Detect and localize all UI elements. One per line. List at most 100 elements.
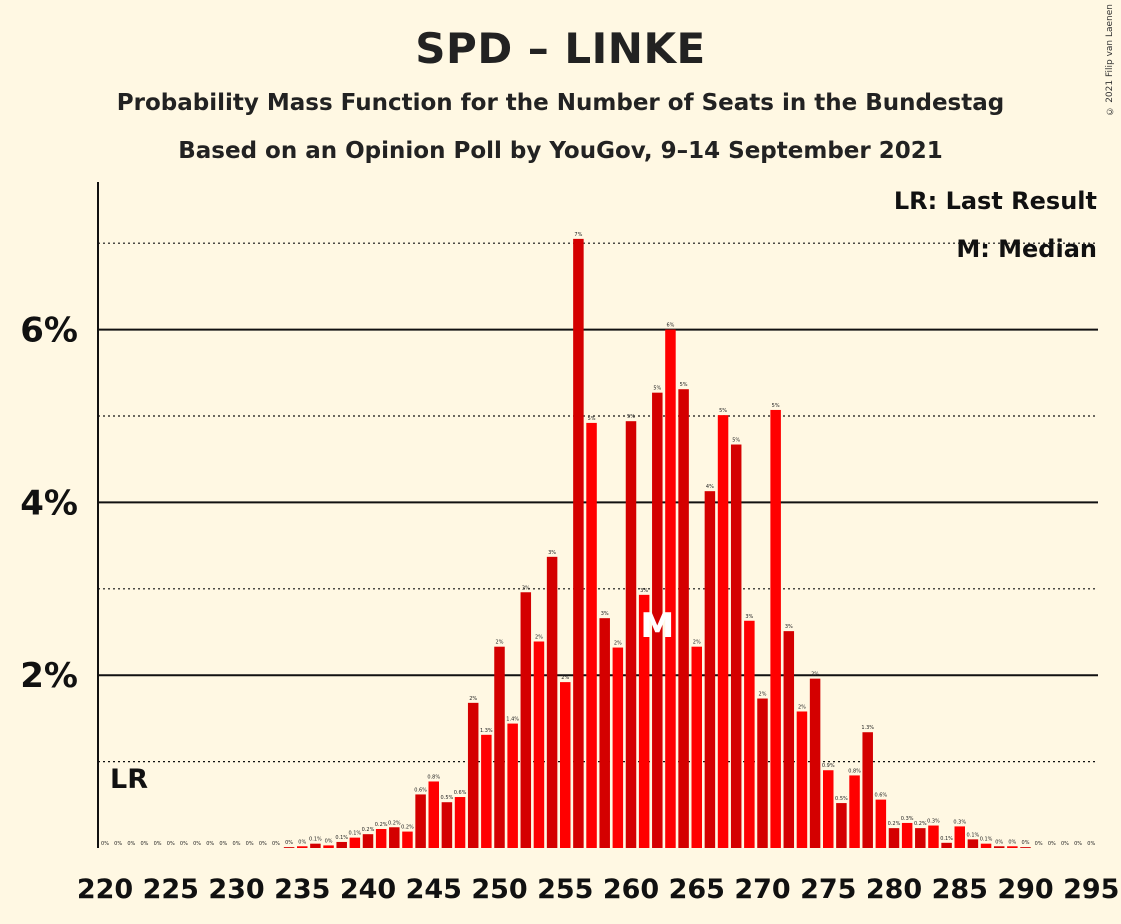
data-label-seat-274: 2% — [811, 672, 819, 678]
bar-seat-248 — [467, 702, 479, 848]
bar-seat-290 — [1020, 847, 1031, 848]
x-axis-ticks: 220 225 230 235 240 245 250 255 260 265 270 275 280 2… — [77, 874, 1120, 905]
x-tick-label: 220 — [77, 874, 133, 905]
data-label-seat-253: 2% — [535, 635, 543, 641]
bar-seat-256 — [573, 238, 584, 848]
x-tick-label: 265 — [669, 874, 725, 905]
legend-median: M: Median — [956, 235, 1097, 263]
bar-seat-282 — [915, 828, 926, 848]
bar-series — [283, 238, 1031, 849]
bar-seat-240 — [362, 834, 374, 848]
data-label-seat-287: 0.1% — [980, 837, 993, 843]
bar-seat-241 — [375, 828, 387, 848]
data-label-seat-245: 0.8% — [427, 774, 440, 780]
bar-seat-276 — [836, 803, 847, 848]
data-label-seat-278: 1.3% — [861, 725, 874, 731]
data-label-seat-225: 0% — [167, 841, 175, 847]
last-result-marker: LR — [110, 764, 148, 795]
bar-seat-283 — [928, 825, 939, 848]
y-axis-ticks: 2% 4% 6% — [20, 311, 78, 697]
x-tick-label: 260 — [603, 874, 659, 905]
data-label-seat-283: 0.3% — [927, 819, 940, 825]
data-labels: 0% 0% 0% 0% 0% 0% 0% 0% 0% 0% 0% 0% 0% 0% 0% 0% 0.1% 0%0.… — [101, 232, 1095, 847]
data-label-seat-292: 0% — [1048, 841, 1056, 847]
data-label-seat-249: 1.3% — [480, 728, 493, 734]
x-tick-label: 290 — [997, 874, 1053, 905]
data-label-seat-294: 0% — [1074, 841, 1082, 847]
bar-seat-273 — [796, 711, 808, 848]
data-label-seat-282: 0.2% — [914, 821, 927, 827]
x-tick-label: 270 — [734, 874, 790, 905]
data-label-seat-275: 0.9% — [822, 763, 835, 769]
data-label-seat-223: 0% — [140, 841, 148, 847]
bar-seat-234 — [283, 847, 295, 848]
data-label-seat-269: 3% — [745, 614, 753, 620]
bar-seat-253 — [533, 641, 545, 848]
bar-seat-272 — [783, 631, 795, 848]
bar-seat-266 — [704, 491, 716, 848]
data-label-seat-257: 5% — [588, 416, 596, 422]
data-label-seat-234: 0% — [285, 840, 293, 846]
data-label-seat-248: 2% — [469, 696, 477, 702]
data-label-seat-229: 0% — [219, 841, 227, 847]
bar-seat-244 — [415, 794, 426, 848]
data-label-seat-267: 5% — [719, 408, 727, 414]
bar-seat-239 — [349, 837, 361, 848]
data-label-seat-255: 2% — [561, 675, 569, 681]
bar-seat-246 — [441, 802, 453, 848]
data-label-seat-237: 0% — [325, 838, 333, 844]
bar-seat-271 — [770, 409, 781, 848]
x-tick-label: 250 — [471, 874, 527, 905]
bar-seat-264 — [678, 389, 689, 848]
data-label-seat-263: 6% — [666, 323, 674, 329]
data-label-seat-284: 0.1% — [940, 836, 953, 842]
data-label-seat-265: 2% — [693, 640, 701, 646]
data-label-seat-264: 5% — [680, 382, 688, 388]
data-label-seat-227: 0% — [193, 841, 201, 847]
data-label-seat-246: 0.5% — [441, 795, 454, 801]
x-tick-label: 285 — [932, 874, 988, 905]
bar-seat-251 — [507, 723, 518, 848]
bar-seat-270 — [757, 698, 768, 848]
x-tick-label: 235 — [274, 874, 330, 905]
bar-seat-242 — [389, 827, 400, 848]
y-tick-label: 2% — [20, 656, 78, 696]
data-label-seat-279: 0.6% — [874, 793, 887, 799]
data-label-seat-259: 2% — [614, 641, 622, 647]
data-label-seat-240: 0.2% — [362, 827, 375, 833]
data-label-seat-289: 0% — [1008, 839, 1016, 845]
bar-seat-268 — [730, 444, 742, 848]
grid-lines — [98, 242, 1098, 763]
x-tick-label: 280 — [866, 874, 922, 905]
bar-seat-260 — [625, 421, 637, 848]
bar-seat-275 — [823, 770, 834, 848]
data-label-seat-230: 0% — [233, 841, 241, 847]
chart-title: SPD – LINKE — [415, 24, 706, 73]
data-label-seat-222: 0% — [127, 841, 135, 847]
data-label-seat-243: 0.2% — [401, 825, 414, 831]
data-label-seat-247: 0.6% — [454, 790, 467, 796]
data-label-seat-238: 0.1% — [335, 835, 348, 841]
x-tick-label: 245 — [406, 874, 462, 905]
data-label-seat-277: 0.8% — [848, 768, 861, 774]
bar-seat-245 — [428, 781, 439, 848]
x-tick-label: 255 — [537, 874, 593, 905]
legend-last-result: LR: Last Result — [894, 187, 1097, 215]
data-label-seat-271: 5% — [772, 403, 780, 409]
data-label-seat-268: 5% — [732, 438, 740, 444]
data-label-seat-236: 0.1% — [309, 837, 322, 843]
data-label-seat-290: 0% — [1022, 840, 1030, 846]
bar-seat-286 — [967, 839, 979, 848]
data-label-seat-260: 5% — [627, 414, 635, 420]
y-tick-label: 6% — [20, 311, 78, 351]
chart-source: Based on an Opinion Poll by YouGov, 9–14… — [178, 138, 943, 164]
data-label-seat-242: 0.2% — [388, 820, 401, 826]
data-label-seat-250: 2% — [496, 640, 504, 646]
data-label-seat-232: 0% — [259, 841, 267, 847]
bar-seat-255 — [560, 682, 571, 848]
bar-seat-280 — [888, 828, 900, 848]
bar-seat-252 — [520, 592, 532, 848]
x-tick-label: 240 — [340, 874, 396, 905]
data-label-seat-281: 0.3% — [901, 816, 914, 822]
data-label-seat-241: 0.2% — [375, 822, 388, 828]
